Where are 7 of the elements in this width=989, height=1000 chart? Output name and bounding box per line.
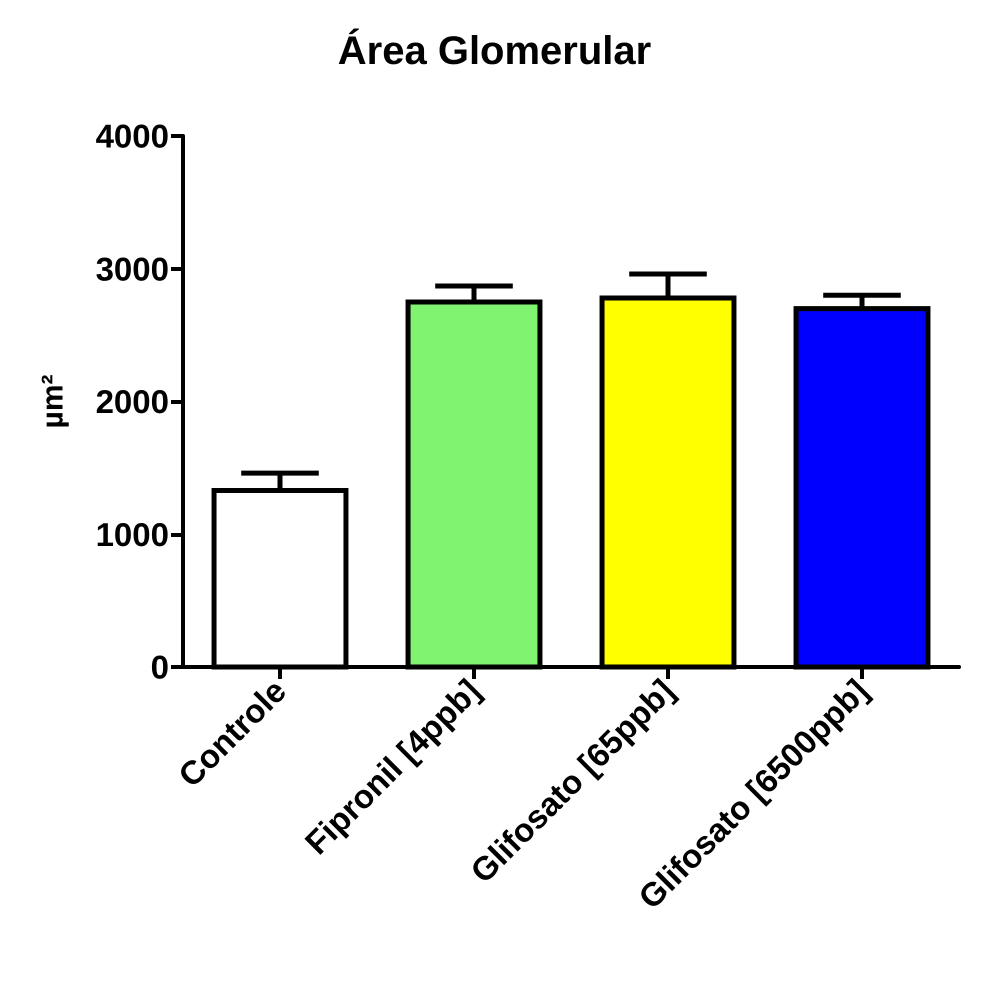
chart-title: Área Glomerular (338, 28, 652, 73)
y-tick-label: 4000 (96, 118, 169, 154)
y-tick-label: 3000 (96, 250, 169, 288)
y-tick-label: 0 (150, 648, 169, 686)
y-tick-label: 1000 (96, 516, 169, 553)
y-tick-label: 2000 (96, 383, 169, 420)
y-axis-title: µm² (36, 374, 70, 428)
